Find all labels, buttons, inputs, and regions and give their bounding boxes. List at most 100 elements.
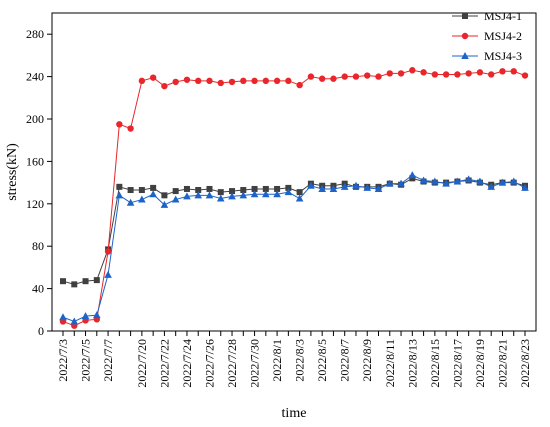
legend-marker <box>462 13 468 19</box>
x-tick-label: 2022/7/20 <box>135 339 149 388</box>
data-point <box>442 179 450 187</box>
data-point <box>364 72 371 79</box>
legend-marker <box>461 52 469 59</box>
data-point <box>521 183 529 191</box>
data-point <box>229 188 236 195</box>
series-MSJ4-2 <box>59 67 529 329</box>
data-point <box>60 278 66 285</box>
data-point <box>509 177 518 185</box>
x-tick-label: 2022/8/23 <box>518 339 532 388</box>
data-point <box>93 277 100 284</box>
data-point <box>352 73 360 80</box>
data-point <box>239 191 248 199</box>
data-point <box>374 184 383 192</box>
data-point <box>408 171 417 179</box>
data-point <box>284 188 293 196</box>
data-point <box>262 185 269 192</box>
data-point <box>431 177 439 185</box>
series-line <box>62 177 526 285</box>
data-point <box>194 191 203 199</box>
plot-frame <box>51 12 537 332</box>
data-point <box>330 75 337 82</box>
x-tick-label: 2022/8/17 <box>450 339 464 388</box>
data-point <box>183 192 191 200</box>
legend-label: MSJ4-3 <box>484 49 522 63</box>
legend-marker <box>461 32 469 40</box>
data-point <box>228 192 236 200</box>
series-line <box>62 174 526 323</box>
data-point <box>206 185 213 192</box>
data-point <box>183 76 191 83</box>
y-tick-label: 240 <box>26 70 44 84</box>
legend-item: MSJ4-2 <box>452 29 522 43</box>
y-tick-label: 80 <box>32 239 44 253</box>
data-point <box>285 184 292 191</box>
data-point <box>419 176 428 184</box>
y-tick-label: 160 <box>26 154 44 168</box>
data-point <box>409 67 416 74</box>
data-point <box>262 77 270 85</box>
x-tick-label: 2022/7/26 <box>202 339 216 388</box>
data-point <box>476 69 484 76</box>
data-point <box>217 79 224 87</box>
x-tick-label: 2022/8/11 <box>383 339 397 387</box>
data-point <box>375 73 382 80</box>
data-point <box>138 77 146 85</box>
data-point <box>431 71 439 78</box>
data-point <box>172 188 179 195</box>
data-point <box>228 78 236 86</box>
x-tick-label: 2022/7/24 <box>180 339 194 388</box>
data-point <box>93 311 101 319</box>
data-point <box>274 185 281 192</box>
data-point <box>454 71 461 78</box>
x-tick-label: 2022/7/28 <box>225 339 239 388</box>
data-point <box>240 187 247 194</box>
data-point <box>363 183 372 191</box>
x-tick-label: 2022/8/9 <box>360 339 374 382</box>
data-point <box>172 78 179 86</box>
data-point <box>149 74 157 81</box>
data-point <box>240 77 247 85</box>
data-point <box>385 179 394 187</box>
data-point <box>296 189 303 196</box>
legend-label: MSJ4-1 <box>484 9 522 23</box>
data-point <box>318 184 326 192</box>
data-point <box>499 68 506 75</box>
x-tick-label: 2022/8/7 <box>338 339 352 382</box>
y-tick-label: 0 <box>38 324 44 338</box>
x-tick-label: 2022/8/15 <box>428 339 442 388</box>
y-tick-label: 40 <box>32 282 44 296</box>
data-point <box>161 82 168 90</box>
data-point <box>104 270 112 278</box>
data-point <box>71 281 78 288</box>
data-point <box>138 187 145 194</box>
x-tick-label: 2022/7/5 <box>79 339 93 382</box>
data-point <box>397 179 405 187</box>
data-point <box>150 184 157 191</box>
data-point <box>307 73 315 80</box>
data-point <box>250 190 259 198</box>
data-point <box>510 68 517 75</box>
data-point <box>216 194 225 202</box>
data-point <box>115 191 124 199</box>
data-point <box>217 189 224 196</box>
data-point <box>352 181 360 189</box>
y-tick-label: 200 <box>26 112 44 126</box>
data-point <box>206 77 213 85</box>
data-point <box>386 70 393 77</box>
data-point <box>195 77 202 85</box>
data-point <box>104 248 112 255</box>
data-point <box>149 190 157 198</box>
data-point <box>476 177 484 185</box>
data-point <box>464 175 473 183</box>
data-point <box>307 181 315 189</box>
data-point <box>138 195 146 203</box>
data-point <box>205 191 214 199</box>
x-tick-label: 2022/8/1 <box>270 339 284 382</box>
x-tick-label: 2022/8/3 <box>293 339 307 382</box>
data-point <box>160 200 169 208</box>
data-point <box>285 77 292 85</box>
x-tick-label: 2022/8/19 <box>473 339 487 388</box>
data-point <box>59 313 67 321</box>
